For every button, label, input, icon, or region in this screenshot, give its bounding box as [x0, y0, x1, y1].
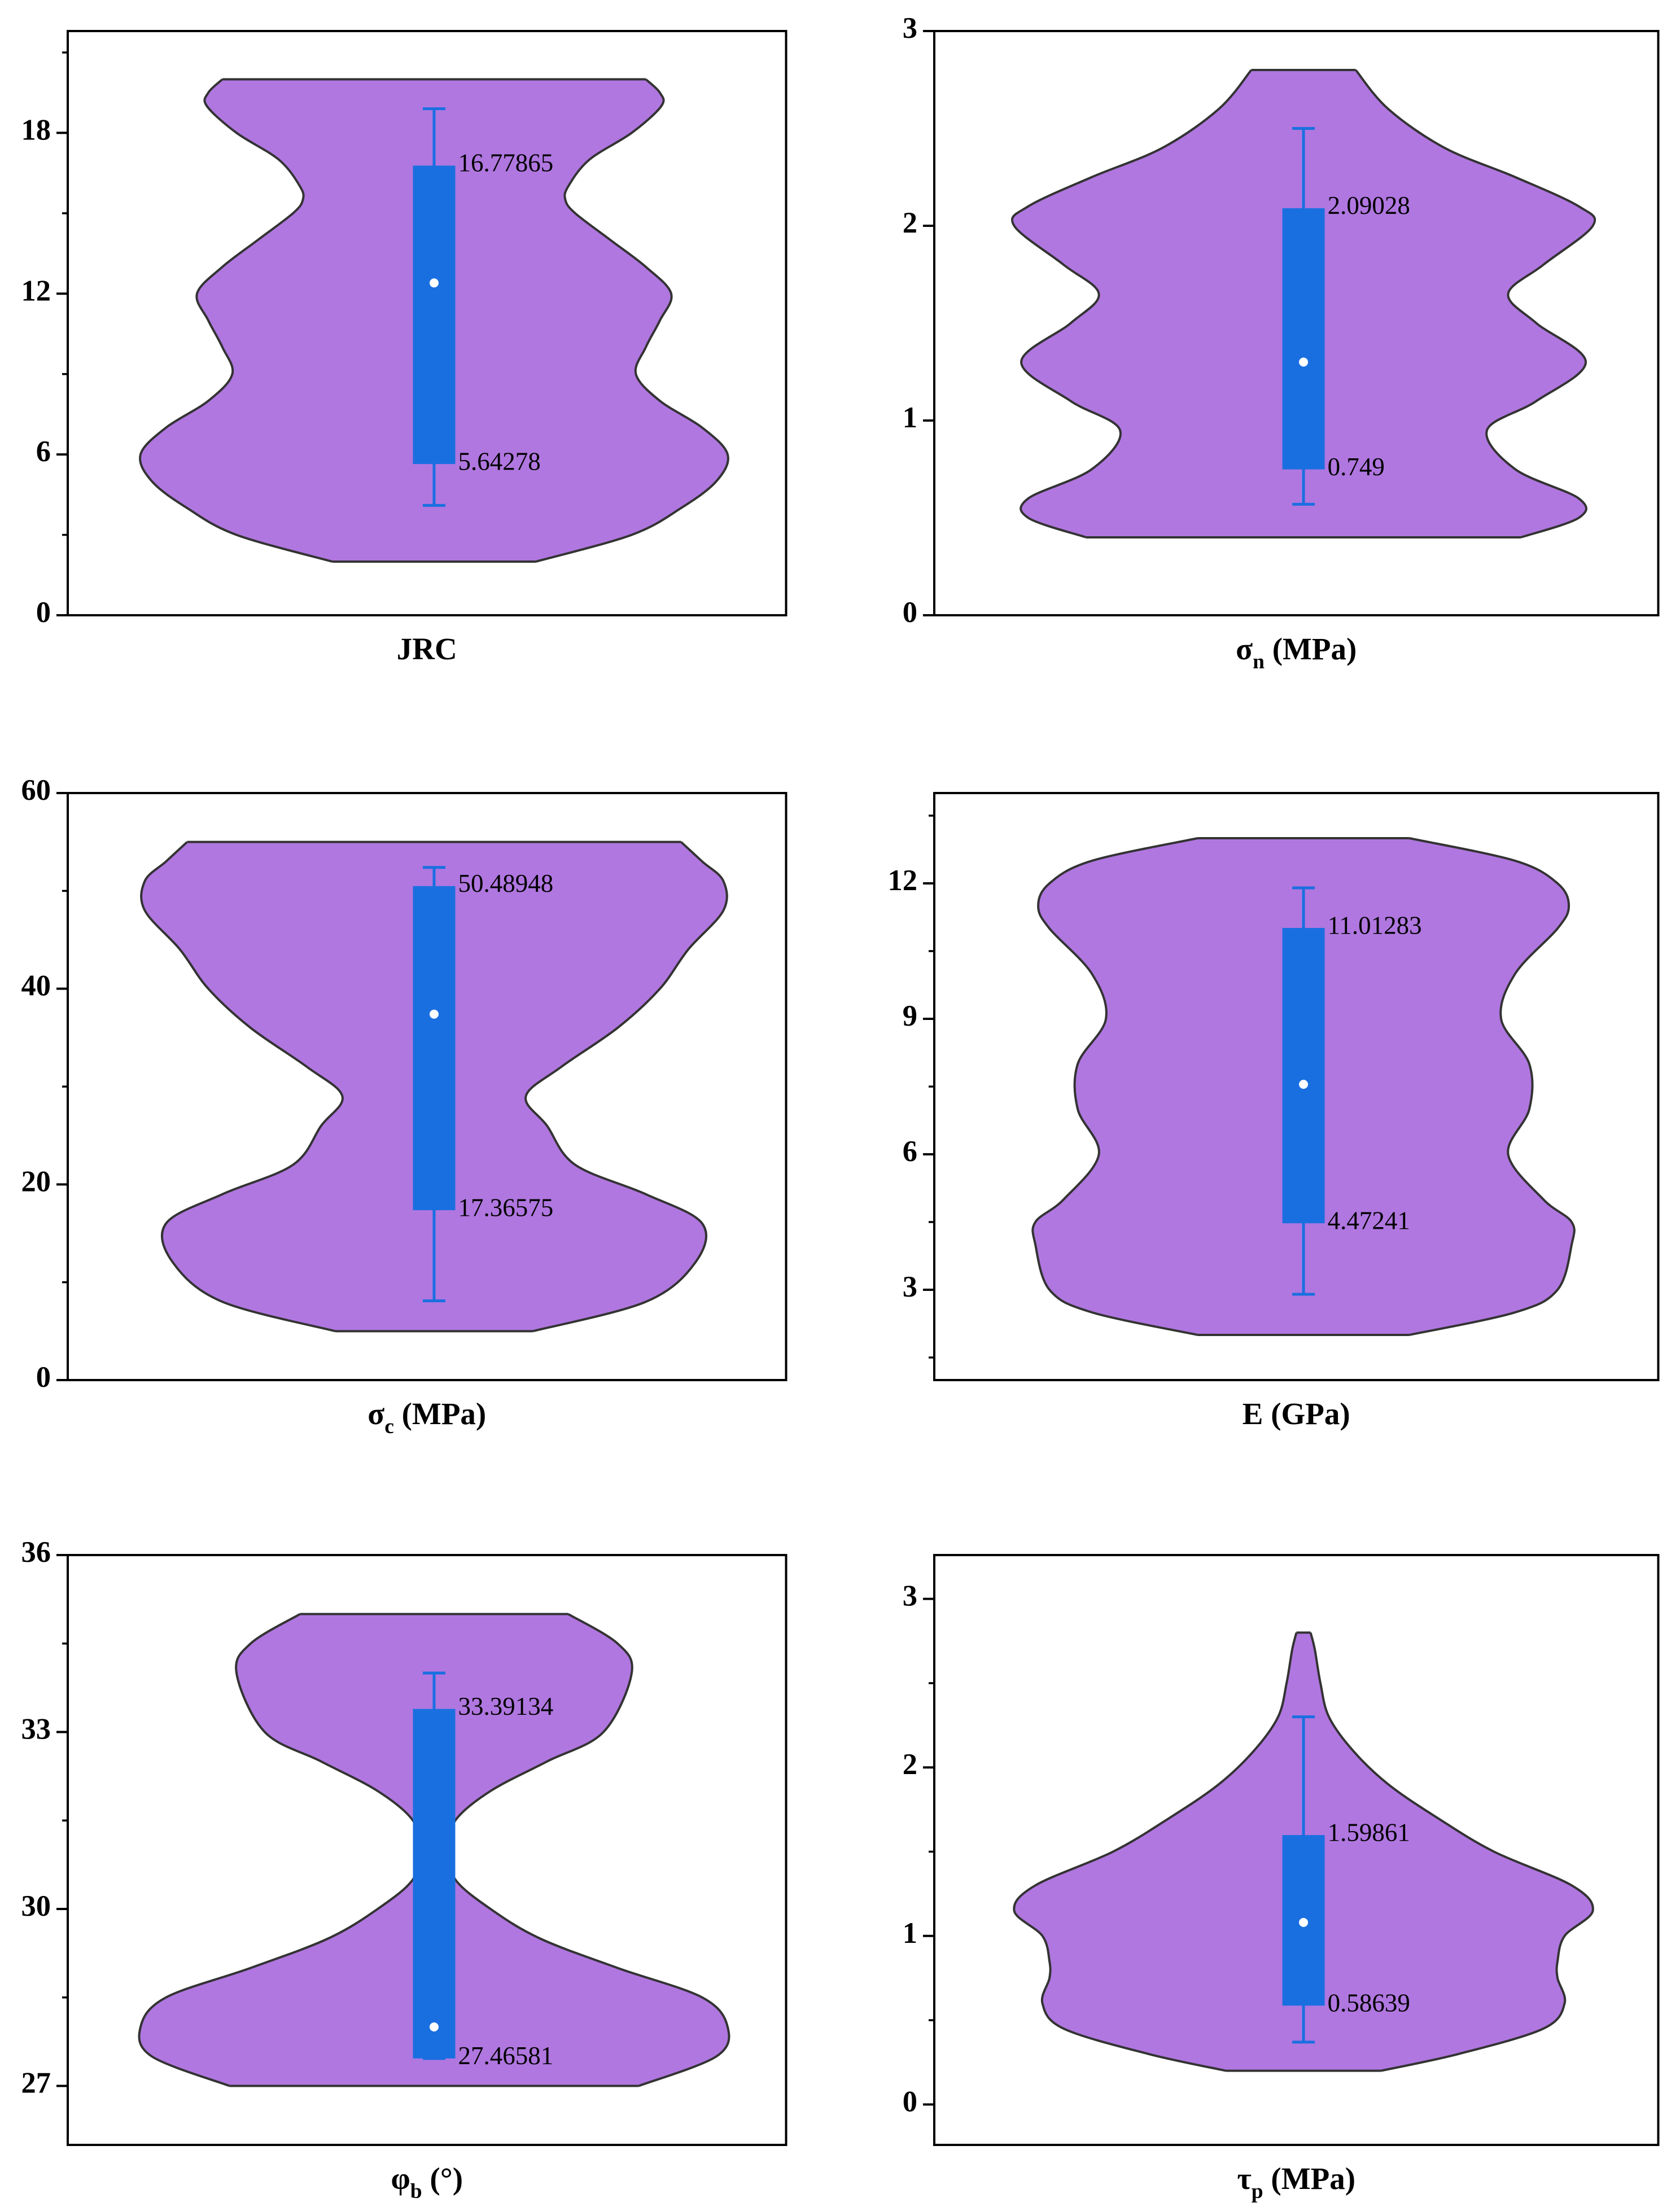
y-tick-label: 30 [21, 1890, 51, 1923]
x-axis-label-part: φ [391, 2161, 410, 2196]
violin-right [1409, 837, 1576, 1336]
violin-right [524, 841, 728, 1333]
box [413, 886, 456, 1210]
box [1282, 927, 1325, 1224]
x-axis-label-part: σ [368, 1396, 384, 1431]
y-tick-label: 1 [903, 401, 917, 434]
x-axis-label-part: (MPa) [1263, 2161, 1355, 2196]
plot-frame [933, 30, 1660, 617]
x-axis-label-part: (MPa) [1265, 632, 1357, 666]
value-label: 11.01283 [1328, 911, 1422, 939]
median [429, 2022, 439, 2032]
box [413, 165, 456, 465]
violin-left [1013, 1632, 1298, 2072]
x-axis-label: σc (MPa) [368, 1396, 486, 1438]
value-label: 16.77865 [458, 149, 553, 177]
violin-left [1010, 69, 1253, 538]
violin-right [1309, 1632, 1594, 2072]
median [1299, 1080, 1309, 1089]
y-tick-label: 1 [903, 1917, 917, 1950]
value-label: 0.58639 [1328, 1989, 1410, 2017]
y-tick-label: 0 [36, 596, 51, 629]
y-tick-label: 3 [903, 1580, 917, 1613]
box [1282, 208, 1325, 470]
x-axis-label-part: τ [1237, 2161, 1251, 2196]
y-tick-label: 12 [888, 864, 918, 897]
x-axis-label: τp (MPa) [1237, 2161, 1355, 2203]
y-tick-label: 12 [21, 274, 51, 307]
violin-left [139, 78, 333, 563]
value-label: 4.47241 [1328, 1207, 1410, 1235]
median [429, 1009, 439, 1019]
y-tick-label: 36 [21, 1536, 51, 1569]
violin-right [535, 78, 729, 563]
plot-frame [66, 1553, 788, 2146]
plot-frame [933, 1553, 1660, 2146]
y-tick-label: 60 [21, 774, 51, 807]
y-tick-label: 40 [21, 970, 51, 1002]
y-tick-label: 18 [21, 113, 51, 146]
median [1299, 357, 1309, 367]
x-axis-label-part: n [1253, 650, 1265, 673]
x-axis-label-part: p [1252, 2180, 1263, 2203]
value-label: 0.749 [1328, 453, 1385, 481]
value-label: 1.59861 [1328, 1818, 1410, 1846]
violin-left [1031, 837, 1198, 1336]
x-axis-label-part: b [410, 2180, 422, 2203]
violin-right [1355, 69, 1596, 538]
y-tick-label: 0 [903, 596, 917, 629]
value-label: 27.46581 [458, 2042, 553, 2070]
x-axis-label: σn (MPa) [1236, 632, 1357, 673]
median [1299, 1917, 1309, 1927]
value-label: 5.64278 [458, 447, 540, 475]
x-axis-label-part: (°) [422, 2161, 463, 2196]
y-tick-label: 27 [21, 2067, 51, 2100]
x-axis-label-part: c [384, 1415, 394, 1438]
value-label: 2.09028 [1328, 191, 1410, 220]
value-label: 50.48948 [458, 869, 553, 897]
y-tick-label: 6 [903, 1135, 917, 1168]
y-tick-label: 2 [903, 1748, 917, 1781]
x-axis-label: φb (°) [391, 2161, 463, 2203]
y-tick-label: 9 [903, 1000, 917, 1032]
x-axis-label-part: (MPa) [394, 1396, 486, 1431]
y-tick-label: 2 [903, 207, 917, 239]
plot-frame [66, 30, 788, 617]
x-axis-label: E (GPa) [1243, 1396, 1350, 1431]
value-label: 33.39134 [458, 1692, 553, 1720]
violin-left [140, 841, 344, 1333]
y-tick-label: 3 [903, 12, 917, 45]
x-axis-label-part: σ [1236, 632, 1253, 666]
x-axis-label-part: JRC [397, 632, 457, 666]
box [413, 1709, 456, 2059]
y-tick-label: 6 [36, 435, 51, 468]
y-tick-label: 0 [36, 1361, 51, 1394]
y-tick-label: 0 [903, 2085, 917, 2118]
y-tick-label: 3 [903, 1271, 917, 1303]
y-tick-label: 20 [21, 1165, 51, 1198]
y-tick-label: 33 [21, 1713, 51, 1746]
value-label: 17.36575 [458, 1193, 553, 1221]
x-axis-label-part: E (GPa) [1243, 1396, 1350, 1431]
x-axis-label: JRC [397, 632, 457, 666]
median [429, 278, 439, 288]
